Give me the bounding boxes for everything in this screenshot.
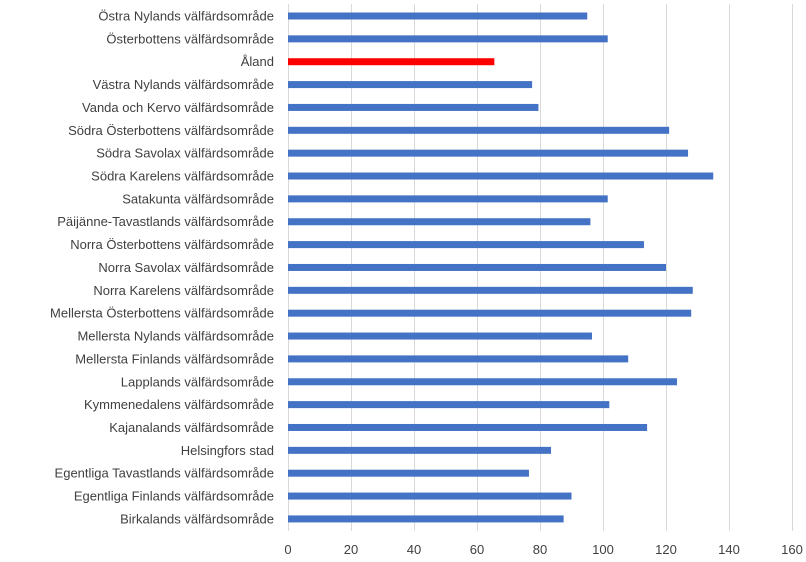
bar xyxy=(288,12,588,20)
bar xyxy=(288,446,552,454)
bar xyxy=(288,241,644,249)
bars xyxy=(288,12,714,523)
x-tick-label: 60 xyxy=(470,542,484,557)
bar xyxy=(288,81,533,89)
x-tick-label: 100 xyxy=(592,542,614,557)
x-tick-label: 40 xyxy=(407,542,421,557)
category-label: Lapplands välfärdsområde xyxy=(121,374,274,389)
category-label: Mellersta Finlands välfärdsområde xyxy=(75,351,274,366)
bar xyxy=(288,172,714,180)
bar xyxy=(288,35,608,43)
category-label: Västra Nylands välfärdsområde xyxy=(93,77,274,92)
category-label: Östra Nylands välfärdsområde xyxy=(98,9,274,24)
x-axis-tick-labels: 0 20 40 60 80 100 120 140 160 xyxy=(284,542,802,557)
bar xyxy=(288,423,648,431)
category-label: Norra Österbottens välfärdsområde xyxy=(70,237,274,252)
category-label: Helsingfors stad xyxy=(181,443,274,458)
bar xyxy=(288,515,564,523)
x-tick-label: 160 xyxy=(781,542,803,557)
category-label: Kajanalands välfärdsområde xyxy=(109,420,274,435)
category-label: Norra Savolax välfärdsområde xyxy=(98,260,274,275)
category-label: Södra Savolax välfärdsområde xyxy=(96,146,274,161)
x-tick-label: 20 xyxy=(344,542,358,557)
category-label: Mellersta Nylands välfärdsområde xyxy=(77,329,274,344)
category-label: Norra Karelens välfärdsområde xyxy=(93,283,274,298)
bar xyxy=(288,332,592,340)
bar xyxy=(288,355,629,363)
bar xyxy=(288,195,608,203)
bar xyxy=(288,492,572,500)
category-label: Satakunta välfärdsområde xyxy=(122,191,274,206)
bar xyxy=(288,401,610,409)
category-labels: Östra Nylands välfärdsområde Österbottens… xyxy=(50,9,274,527)
bar xyxy=(288,149,689,157)
bar xyxy=(288,58,495,66)
category-label: Vanda och Kervo välfärdsområde xyxy=(82,100,274,115)
category-label: Egentliga Finlands välfärdsområde xyxy=(74,489,274,504)
category-label: Åland xyxy=(241,54,274,69)
bar xyxy=(288,218,591,226)
x-tick-label: 120 xyxy=(655,542,677,557)
bar xyxy=(288,378,678,386)
bar xyxy=(288,309,692,317)
x-tick-label: 140 xyxy=(718,542,740,557)
category-label: Södra Karelens välfärdsområde xyxy=(91,169,274,184)
bar xyxy=(288,469,529,477)
category-label: Päijänne-Tavastlands välfärdsområde xyxy=(57,214,274,229)
category-label: Södra Österbottens välfärdsområde xyxy=(68,123,274,138)
x-tick-label: 80 xyxy=(533,542,547,557)
bar xyxy=(288,286,693,294)
category-label: Kymmenedalens välfärdsområde xyxy=(84,397,274,412)
category-label: Österbottens välfärdsområde xyxy=(106,31,274,46)
category-label: Mellersta Österbottens välfärdsområde xyxy=(50,306,274,321)
bar xyxy=(288,103,539,111)
category-label: Birkalands välfärdsområde xyxy=(120,511,274,526)
x-tick-label: 0 xyxy=(284,542,291,557)
category-label: Egentliga Tavastlands välfärdsområde xyxy=(55,466,274,481)
bar xyxy=(288,263,666,271)
bar xyxy=(288,126,670,134)
